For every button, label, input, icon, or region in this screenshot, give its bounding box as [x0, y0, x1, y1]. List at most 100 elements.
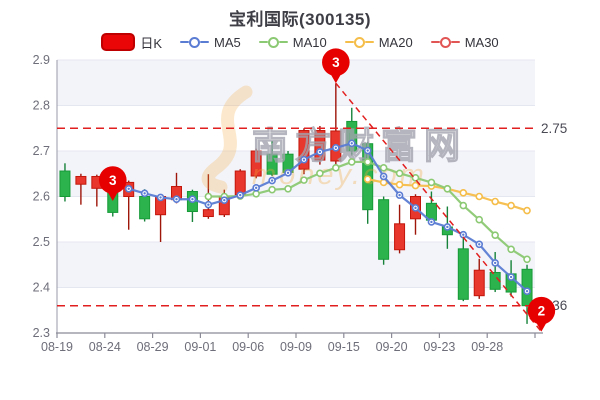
legend-label: MA10 [292, 34, 327, 50]
ma5-line-marker-dot [318, 150, 322, 154]
ma5-line-marker-dot [143, 192, 146, 195]
ma5-line-marker-dot [254, 186, 258, 190]
ma20-line-marker [491, 197, 499, 206]
plot-band [57, 60, 535, 106]
ma10-line-marker [316, 169, 324, 178]
y-tick-label: 2.4 [33, 281, 50, 295]
ma20-line [363, 175, 531, 215]
ma10-legend-marker-icon [258, 36, 288, 48]
legend-item-ma10[interactable]: MA10 [258, 34, 327, 50]
candle-09-27 [473, 269, 485, 297]
ma10-line-marker [459, 201, 468, 210]
ma5-line-marker-dot [382, 175, 385, 178]
ma20-line-marker [363, 175, 372, 184]
x-tick-label: 09-15 [328, 340, 360, 354]
candle-09-20 [394, 223, 406, 251]
ma30-legend-marker-icon [430, 36, 460, 48]
ma5-line-marker-dot [478, 243, 481, 246]
legend-label: 日K [140, 35, 163, 51]
plot-band [57, 151, 535, 197]
ma10-line-marker [332, 164, 340, 172]
event-badge[interactable] [98, 166, 127, 194]
ma5-line-marker-dot [350, 142, 353, 145]
ma10-line-marker [268, 185, 276, 194]
x-tick-label: 09-23 [423, 340, 455, 354]
ma5-line-marker-dot [366, 149, 369, 152]
ma20-line-marker [523, 206, 531, 215]
ma5-line-marker-dot [398, 193, 401, 197]
y-tick-label: 2.7 [33, 144, 50, 158]
ma5-line-marker-dot [334, 146, 338, 150]
event-badge-label: 2 [538, 303, 546, 318]
ma20-legend-marker-icon [344, 36, 374, 48]
ma10-line-marker [347, 158, 356, 166]
kline-legend-swatch [101, 33, 136, 51]
y-tick-label: 2.5 [33, 235, 50, 249]
y-tick-label: 2.3 [33, 326, 50, 340]
ma5-line-marker-dot [414, 206, 417, 210]
x-tick-label: 09-01 [184, 340, 216, 354]
ma10-line-marker [491, 231, 499, 239]
event-badge[interactable] [322, 48, 350, 77]
ma10-line-marker [411, 174, 420, 182]
ma10-line-marker [475, 215, 484, 224]
candle-09-19 [378, 199, 390, 260]
legend-item-ma20[interactable]: MA20 [344, 35, 413, 50]
ma5-line-marker-dot [191, 198, 194, 201]
ma5-line-marker-dot [446, 225, 449, 229]
candle-09-15 [346, 120, 358, 152]
x-tick-label: 08-24 [89, 340, 121, 354]
event-badge-label: 3 [109, 173, 117, 188]
watermark-swirl [201, 85, 253, 194]
ma5-line-marker-dot [493, 261, 497, 265]
event-badge[interactable] [527, 296, 556, 325]
ma5-line-marker-dot [239, 193, 242, 197]
ma10-line-marker [523, 255, 531, 264]
candle-09-07 [266, 153, 278, 175]
watermark-en-text: money.com [252, 159, 427, 191]
ma5-line-marker-dot [525, 289, 529, 293]
ma5-line-marker-dot [207, 203, 210, 206]
ma10-line-marker [204, 192, 213, 201]
candle-09-26 [457, 248, 469, 300]
ma5-line-marker-dot [286, 171, 290, 175]
legend-item-ma30[interactable]: MA30 [430, 35, 499, 50]
ma20-line-marker [411, 181, 420, 190]
legend-item-ma5[interactable]: MA5 [180, 35, 241, 50]
trend-line [335, 82, 542, 333]
ma5-line-marker-dot [223, 198, 226, 202]
event-badge-label: 3 [332, 55, 340, 70]
ma10-line-marker [379, 164, 388, 172]
candle-08-19 [59, 170, 71, 198]
candle-09-09 [298, 130, 310, 170]
x-tick-label: 08-29 [137, 340, 169, 354]
ma5-legend-marker-icon [180, 36, 210, 48]
axes [56, 60, 543, 338]
ma10-line-marker [300, 176, 308, 184]
ma5-line-marker-dot [509, 275, 513, 279]
legend: 日K MA5 MA10 MA20 MA30 [0, 33, 600, 51]
x-tick-label: 09-20 [376, 340, 408, 354]
ma20-line-marker [395, 180, 404, 189]
ma10-line-marker [507, 245, 515, 254]
candle-09-01 [202, 209, 214, 218]
ma5-line [124, 139, 531, 295]
y-tick-label: 2.6 [33, 190, 50, 204]
candle-09-05 [234, 170, 246, 196]
event-badges: 3 3 2 [98, 48, 556, 332]
ma5-line-marker-dot [159, 196, 162, 199]
y-tick-label: 2.8 [33, 99, 50, 113]
plot-bands [57, 60, 535, 288]
y-axis-labels: 2.9 2.8 2.7 2.6 2.5 2.4 2.3 [33, 53, 50, 340]
candle-08-22 [75, 175, 87, 185]
x-tick-label: 09-09 [280, 340, 312, 354]
reference-lines: 2.752.36 [57, 82, 567, 333]
ma5-line-marker-dot [127, 187, 130, 190]
ma20-line-marker [507, 201, 515, 210]
legend-item-dayk[interactable]: 日K [101, 33, 162, 52]
candle-09-06 [250, 150, 262, 177]
ref-line-label: 2.75 [541, 121, 567, 136]
